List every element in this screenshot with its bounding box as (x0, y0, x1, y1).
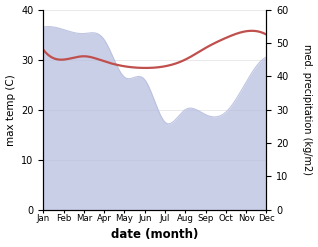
Y-axis label: med. precipitation (kg/m2): med. precipitation (kg/m2) (302, 44, 313, 175)
X-axis label: date (month): date (month) (111, 228, 198, 242)
Y-axis label: max temp (C): max temp (C) (5, 74, 16, 145)
